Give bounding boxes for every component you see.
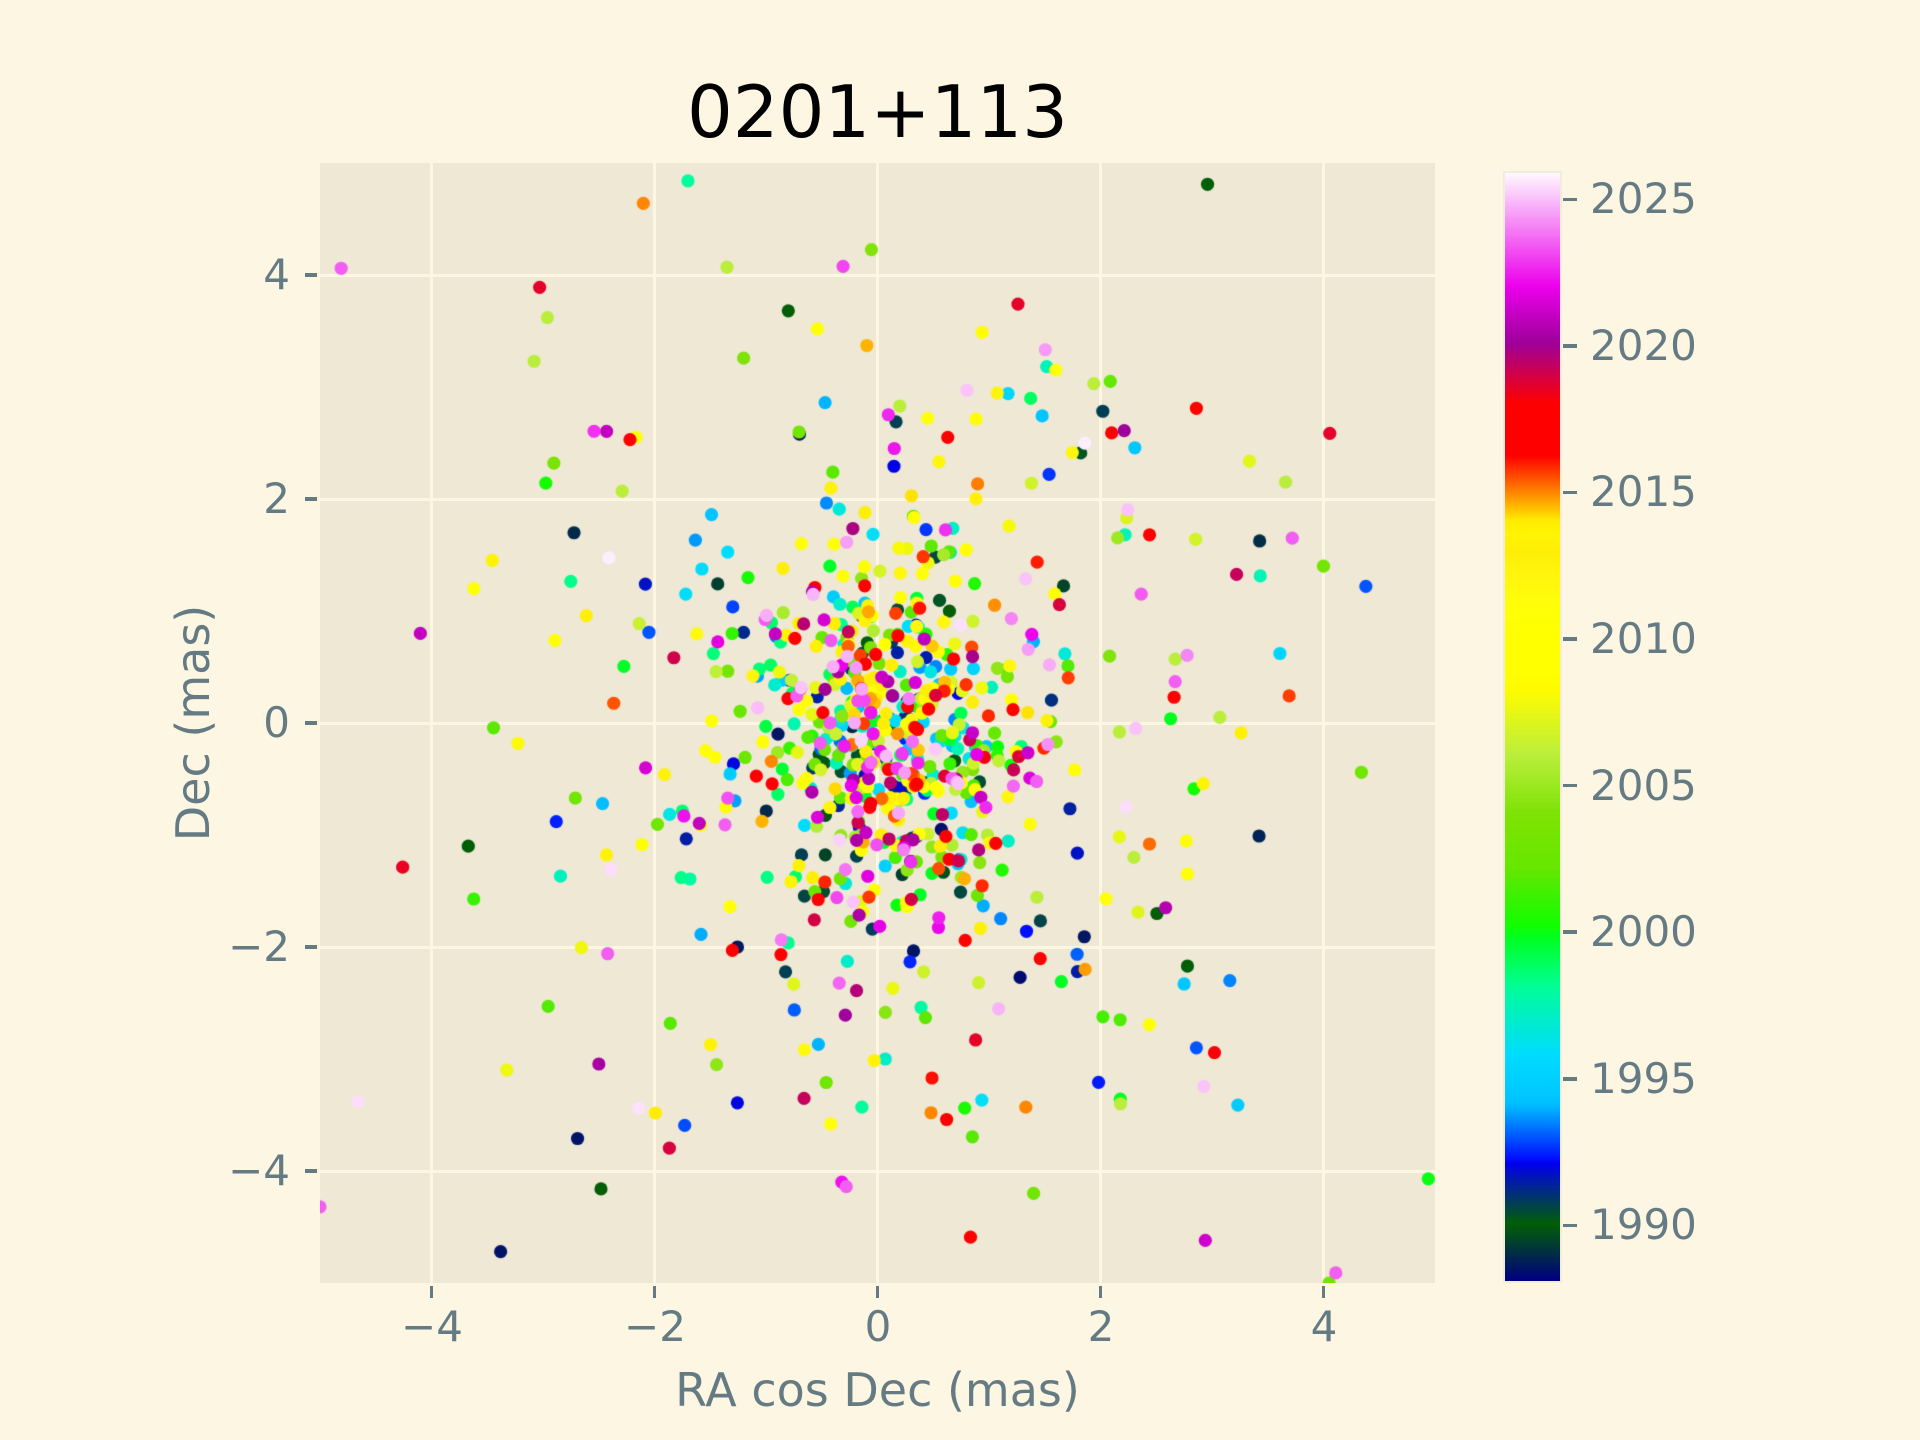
colorbar-tick-label-2020: 2020 — [1590, 321, 1697, 370]
x-tick-mark — [429, 1286, 434, 1298]
colorbar-tick-mark — [1563, 930, 1577, 934]
x-tick-mark — [1321, 1286, 1326, 1298]
x-tick-label-0: 0 — [864, 1302, 892, 1351]
colorbar-tick-label-2005: 2005 — [1590, 761, 1697, 810]
y-tick-mark — [305, 721, 317, 725]
colorbar-tick-mark — [1563, 490, 1577, 495]
x-tick-label-2: 2 — [1087, 1302, 1115, 1351]
plot-area — [320, 163, 1435, 1283]
colorbar-tick-mark — [1563, 1223, 1577, 1228]
colorbar-tick-mark — [1563, 197, 1577, 202]
colorbar-tick-mark — [1563, 637, 1577, 641]
y-tick-mark — [305, 1169, 317, 1173]
x-axis-label: RA cos Dec (mas) — [675, 1363, 1080, 1417]
colorbar-tick-mark — [1563, 783, 1577, 788]
colorbar-tick-label-2015: 2015 — [1590, 467, 1697, 516]
x-tick-mark — [652, 1286, 657, 1298]
y-tick-label-0: 0 — [263, 698, 290, 747]
x-tick-label-neg2: −2 — [624, 1302, 686, 1351]
y-tick-label-4: 4 — [263, 250, 290, 299]
y-tick-label-neg4: −4 — [228, 1146, 290, 1195]
x-tick-label-neg4: −4 — [401, 1302, 463, 1351]
colorbar-tick-mark — [1563, 1077, 1577, 1081]
colorbar-tick-label-2000: 2000 — [1590, 907, 1697, 956]
colorbar-tick-label-2025: 2025 — [1590, 174, 1697, 223]
colorbar-tick-mark — [1563, 344, 1577, 348]
colorbar-tick-label-1995: 1995 — [1590, 1054, 1697, 1103]
x-tick-mark — [875, 1286, 880, 1298]
x-tick-label-4: 4 — [1310, 1302, 1338, 1351]
colorbar-tick-label-2010: 2010 — [1590, 614, 1697, 663]
scatter-canvas — [320, 163, 1435, 1283]
y-tick-mark — [305, 497, 317, 501]
y-tick-mark — [305, 273, 317, 277]
colorbar — [1503, 171, 1562, 1283]
chart-title: 0201+113 — [687, 70, 1068, 154]
y-tick-mark — [305, 945, 317, 949]
x-tick-mark — [1098, 1286, 1103, 1298]
y-axis-label: Dec (mas) — [166, 604, 220, 842]
y-tick-label-2: 2 — [263, 474, 290, 523]
y-tick-label-neg2: −2 — [228, 922, 290, 971]
colorbar-tick-label-1990: 1990 — [1590, 1200, 1697, 1249]
